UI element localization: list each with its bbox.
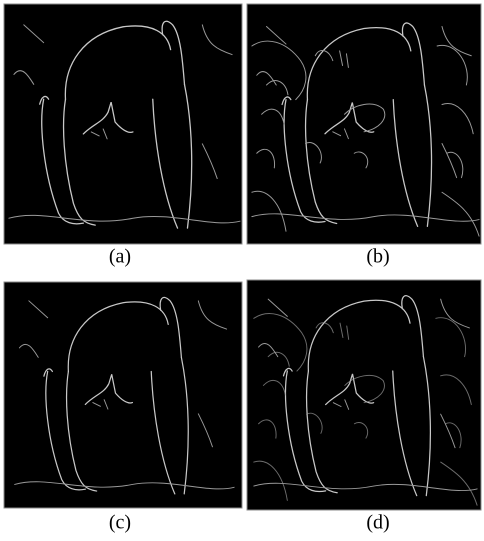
- panel-label: (c): [109, 512, 131, 534]
- panel-label: (a): [109, 246, 131, 268]
- panel-label: (d): [366, 512, 389, 534]
- panel-b: (b): [247, 4, 481, 268]
- edge-image: [247, 280, 481, 510]
- panel-d: (d): [247, 280, 481, 534]
- figure: (a) (b) (c) (d): [0, 0, 484, 541]
- panel-c: (c): [4, 282, 242, 534]
- edge-image: [4, 4, 242, 244]
- page: {"panels": [{"label": "(a)"}, {"label": …: [0, 0, 484, 541]
- panel-a: (a): [4, 4, 242, 268]
- panel-label: (b): [366, 246, 389, 268]
- edge-image: [4, 282, 242, 508]
